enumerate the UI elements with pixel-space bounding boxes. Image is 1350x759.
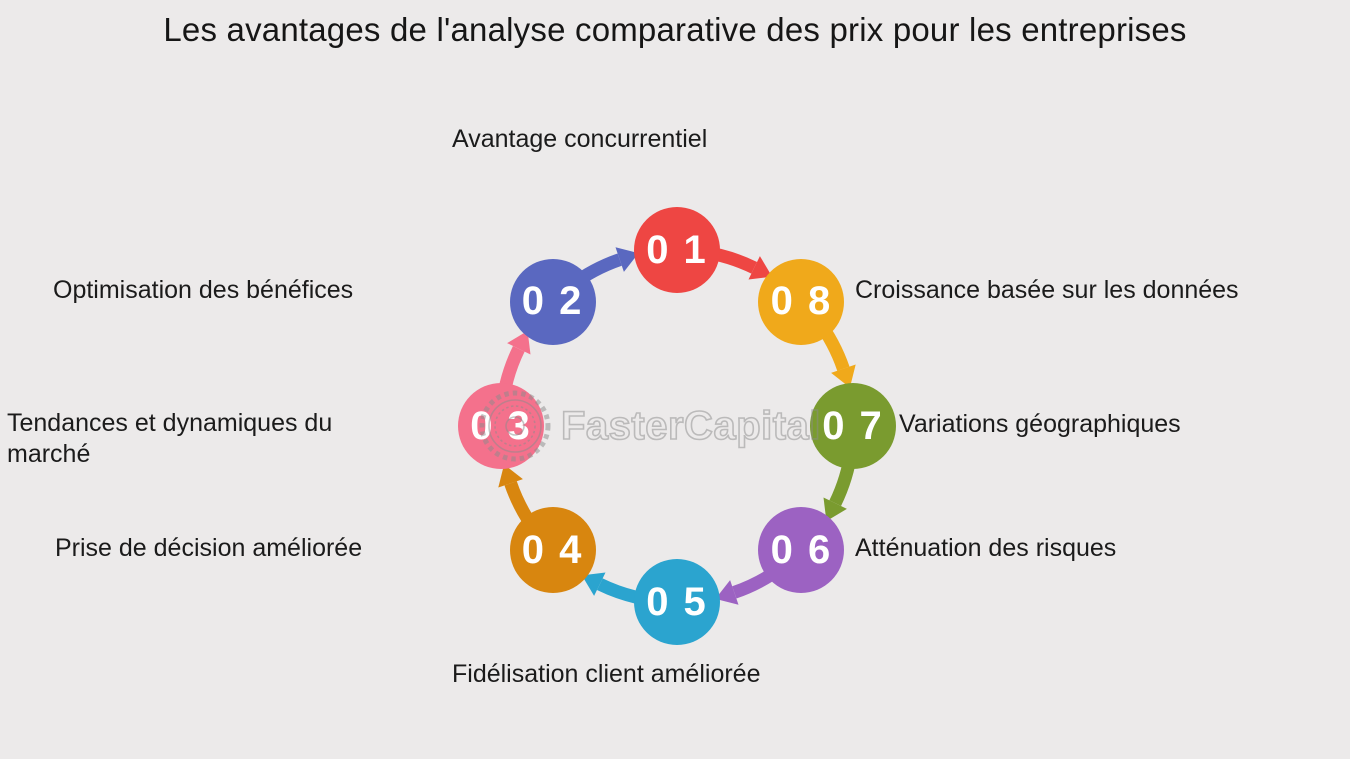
step-number-05: 0 5 <box>646 579 708 624</box>
flow-arrowhead-05-to-04 <box>581 572 606 596</box>
flow-arrowhead-06-to-05 <box>715 580 739 605</box>
step-number-03: 0 3 <box>470 403 532 448</box>
flow-arrowhead-04-to-03 <box>498 464 523 488</box>
step-circle-08: 0 8 <box>758 258 845 345</box>
step-label-01: Avantage concurrentiel <box>452 125 708 153</box>
flow-arrowhead-08-to-07 <box>831 364 856 388</box>
step-circle-02: 0 2 <box>509 258 596 345</box>
step-label-07: Variations géographiques <box>899 410 1181 438</box>
step-label-02: Optimisation des bénéfices <box>53 276 354 304</box>
step-circle-07: 0 7 <box>810 383 896 469</box>
step-circle-05: 0 5 <box>634 559 720 645</box>
step-circle-04: 0 4 <box>509 507 596 594</box>
step-number-07: 0 7 <box>822 403 884 448</box>
flow-arrowhead-07-to-06 <box>823 497 847 522</box>
step-circle-01: 0 1 <box>634 207 720 293</box>
step-number-01: 0 1 <box>646 227 708 272</box>
step-label-08: Croissance basée sur les données <box>855 276 1239 304</box>
step-label-05: Fidélisation client améliorée <box>452 660 761 688</box>
step-number-04: 0 4 <box>521 527 584 572</box>
step-label-06: Atténuation des risques <box>855 534 1117 562</box>
flow-arrowhead-03-to-02 <box>507 330 531 355</box>
flow-arrowhead-01-to-08 <box>748 256 773 280</box>
step-label-04: Prise de décision améliorée <box>55 534 363 562</box>
step-number-08: 0 8 <box>770 279 833 324</box>
step-number-06: 0 6 <box>770 527 833 572</box>
flow-arrowhead-02-to-01 <box>615 247 639 272</box>
step-label-03: Tendances et dynamiques du marché <box>7 409 333 468</box>
step-circle-06: 0 6 <box>758 507 845 594</box>
step-number-02: 0 2 <box>521 279 584 324</box>
page-title: Les avantages de l'analyse comparative d… <box>163 11 1187 48</box>
step-circle-03: 0 3 <box>458 383 544 469</box>
